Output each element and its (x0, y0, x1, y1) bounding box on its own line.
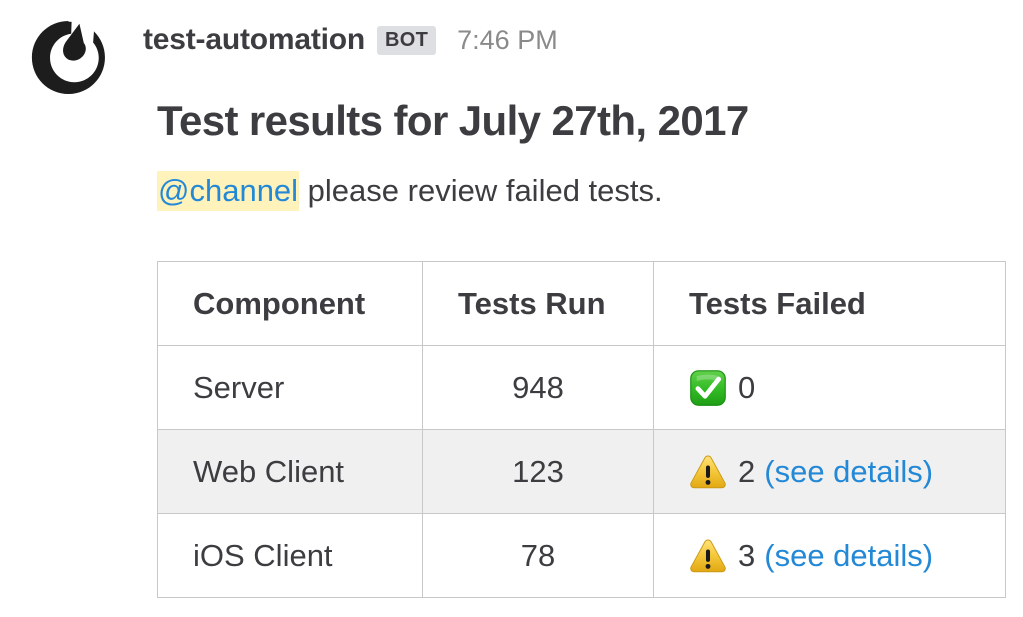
mattermost-logo-icon[interactable] (26, 18, 110, 102)
column-header-component: Component (157, 261, 423, 346)
tests-failed-content: 3 (see details) (689, 537, 1005, 575)
post-header: test-automation BOT 7:46 PM (143, 25, 558, 55)
table-row: Web Client 123 (157, 429, 1006, 514)
warning-emoji (689, 453, 727, 491)
table-head: Component Tests Run Tests Failed (157, 261, 1006, 346)
cell-component: iOS Client (157, 513, 423, 598)
username[interactable]: test-automation (143, 23, 366, 56)
failed-count: 2 (738, 453, 756, 489)
see-details-link[interactable]: (see details) (764, 537, 934, 573)
message-body: Test results for July 27th, 2017 @channe… (157, 97, 1017, 212)
tests-failed-content: 0 (689, 369, 1005, 407)
tests-failed-content: 2 (see details) (689, 453, 1005, 491)
table-row: Server 948 (157, 345, 1006, 430)
cell-tests-failed: 2 (see details) (653, 429, 1006, 514)
message-text: @channel please review failed tests. (157, 144, 1017, 212)
page-title: Test results for July 27th, 2017 (157, 97, 749, 144)
cell-tests-failed: 3 (see details) (653, 513, 1006, 598)
cell-tests-run: 948 (422, 345, 654, 430)
column-header-tests-failed: Tests Failed (653, 261, 1006, 346)
mattermost-logo-glyph (31, 20, 105, 95)
failed-count: 3 (738, 537, 756, 573)
cell-component: Server (157, 345, 423, 430)
channel-mention[interactable]: @channel (157, 171, 300, 212)
failed-count: 0 (738, 369, 756, 405)
cell-tests-run: 123 (422, 429, 654, 514)
table-row: iOS Client 78 (157, 513, 1006, 598)
cell-tests-run: 78 (422, 513, 654, 598)
see-details-link[interactable]: (see details) (764, 453, 934, 489)
cell-tests-failed: 0 (653, 345, 1006, 430)
table-body: Server 948 (157, 345, 1006, 598)
table-header-row: Component Tests Run Tests Failed (157, 261, 1006, 346)
test-results-table: Component Tests Run Tests Failed Server … (157, 261, 1006, 598)
bot-badge: BOT (377, 25, 437, 55)
cell-component: Web Client (157, 429, 423, 514)
white-check-mark-emoji (689, 369, 727, 407)
post-timestamp[interactable]: 7:46 PM (457, 24, 558, 55)
message-text-rest: please review failed tests. (299, 173, 663, 209)
warning-emoji (689, 537, 727, 575)
column-header-tests-run: Tests Run (422, 261, 654, 346)
